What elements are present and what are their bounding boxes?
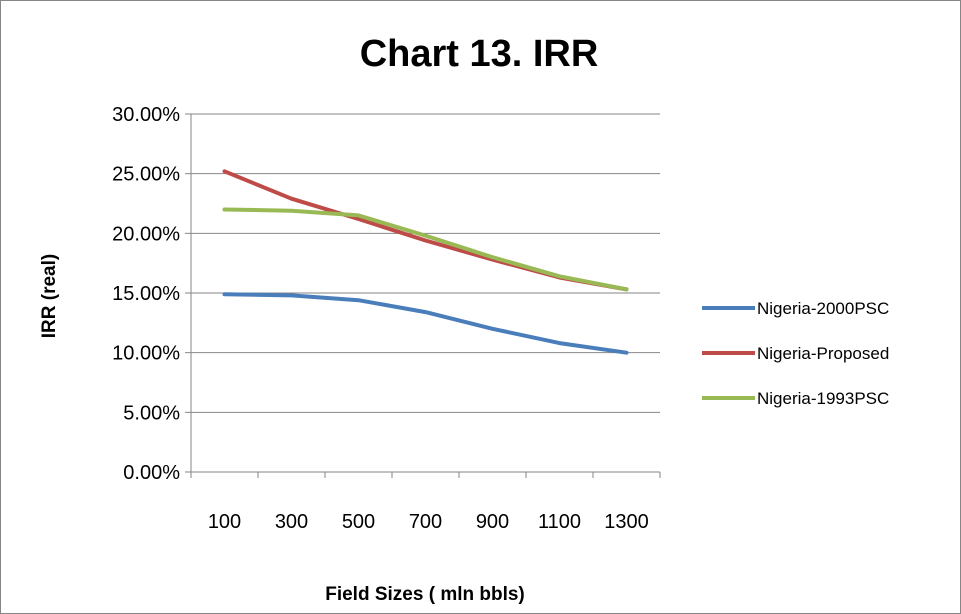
y-axis-title: IRR (real) <box>39 254 60 338</box>
legend: Nigeria-2000PSC Nigeria-Proposed Nigeria-1… <box>702 299 889 408</box>
x-tick-label: 1300 <box>604 511 649 533</box>
gridlines <box>191 113 660 413</box>
y-tick-labels: 0.00% 5.00% 10.00% 15.00% 20.00% 25.00% 30.00% <box>112 104 180 484</box>
y-tick-label: 20.00% <box>112 223 180 245</box>
x-axis-title: Field Sizes ( mln bbls) <box>325 584 525 605</box>
series-line-nigeria-2000psc <box>222 292 629 355</box>
x-tick-label: 700 <box>409 511 442 533</box>
y-tick-label: 15.00% <box>112 283 180 305</box>
x-tick-label: 1100 <box>538 511 581 533</box>
y-tick-label: 5.00% <box>123 402 180 424</box>
legend-label: Nigeria-2000PSC <box>757 299 889 318</box>
legend-label: Nigeria-Proposed <box>757 344 889 363</box>
chart-title: Chart 13. IRR <box>360 33 599 75</box>
series-line-nigeria-1993psc <box>222 207 629 292</box>
series-lines <box>222 169 629 355</box>
legend-label: Nigeria-1993PSC <box>757 389 889 408</box>
x-tick-label: 300 <box>275 511 308 533</box>
x-tick-labels: 100 300 500 700 900 1100 1300 <box>208 511 649 533</box>
y-tick-label: 0.00% <box>123 462 180 484</box>
y-tick-label: 30.00% <box>112 104 180 126</box>
axes <box>185 113 661 478</box>
x-tick-label: 500 <box>342 511 375 533</box>
x-tick-label: 900 <box>476 511 509 533</box>
y-tick-label: 10.00% <box>112 343 180 365</box>
y-tick-label: 25.00% <box>112 164 180 186</box>
series-line-nigeria-proposed <box>222 169 629 292</box>
x-tick-label: 100 <box>208 511 241 533</box>
